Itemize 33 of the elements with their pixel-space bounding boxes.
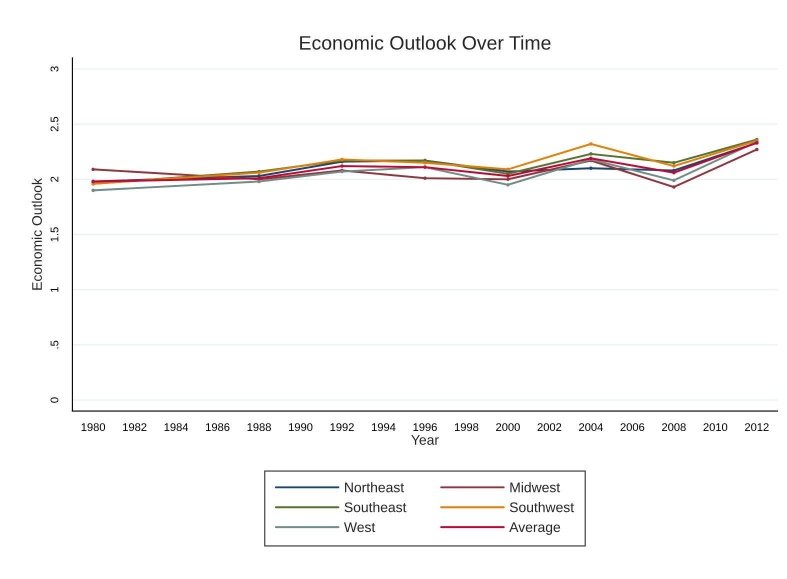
- legend-label: Southwest: [510, 502, 574, 512]
- chart-title: Economic Outlook Over Time: [300, 35, 551, 50]
- x-tick-label: 1988: [248, 423, 271, 432]
- x-tick-label: 2006: [620, 423, 644, 432]
- x-tick-label: 1986: [206, 423, 230, 432]
- legend-label: Midwest: [510, 482, 560, 492]
- x-tick-label: 1980: [82, 423, 106, 432]
- x-tick-label: 1992: [330, 423, 354, 432]
- x-tick-label: 1990: [289, 423, 312, 432]
- x-tick-label: 2010: [704, 423, 728, 432]
- x-tick-label: 1984: [164, 423, 188, 432]
- legend-label: Average: [509, 522, 560, 535]
- x-tick-label: 2002: [538, 423, 562, 432]
- x-tick-label: 2012: [745, 423, 769, 432]
- y-tick-label: 3: [50, 66, 58, 72]
- y-tick-label: 2: [50, 176, 58, 182]
- legend-label: West: [344, 522, 376, 532]
- legend-label: Northeast: [345, 482, 404, 492]
- x-tick-label: 1996: [413, 423, 437, 432]
- y-tick-label: 2.5: [50, 116, 58, 132]
- legend-label: Southeast: [344, 502, 406, 512]
- y-tick-label: 0: [50, 397, 58, 403]
- y-tick-label: 1.5: [50, 227, 58, 242]
- y-tick-label: 1: [50, 287, 58, 292]
- y-axis-title: Economic Outlook: [32, 178, 42, 290]
- x-tick-label: 1982: [123, 423, 146, 432]
- x-axis-title: Year: [411, 435, 439, 445]
- x-tick-label: 2008: [662, 423, 686, 432]
- x-tick-label: 1998: [454, 423, 478, 432]
- x-tick-label: 2004: [579, 423, 603, 432]
- y-tick-label: .5: [50, 340, 58, 348]
- x-tick-label: 1994: [372, 423, 396, 432]
- x-tick-label: 2000: [496, 423, 520, 432]
